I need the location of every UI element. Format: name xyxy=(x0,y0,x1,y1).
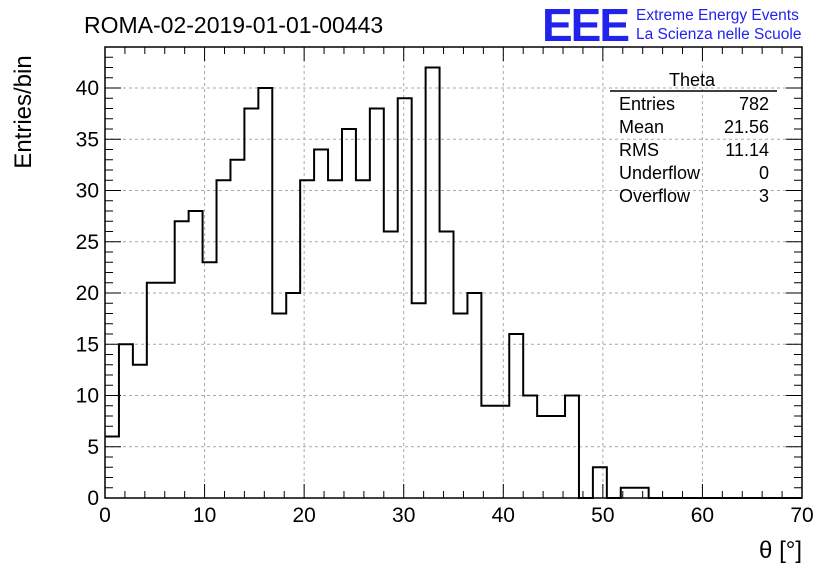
y-tick-label: 25 xyxy=(76,231,99,254)
stats-value-mean: 21.56 xyxy=(724,117,769,137)
stats-label-underflow: Underflow xyxy=(619,163,701,183)
x-tick-label: 20 xyxy=(292,504,315,527)
stats-value-overflow: 3 xyxy=(759,186,769,206)
stats-label-rms: RMS xyxy=(619,140,659,160)
stats-title: Theta xyxy=(669,70,716,90)
logo-line-1: Extreme Energy Events xyxy=(636,7,799,24)
x-tick-label: 70 xyxy=(790,504,813,527)
y-tick-label: 0 xyxy=(87,487,99,510)
x-tick-labels: 0 10 20 30 40 50 60 70 xyxy=(99,504,814,527)
y-axis-label: Entries/bin xyxy=(10,55,37,168)
stats-value-underflow: 0 xyxy=(759,163,769,183)
histogram-series xyxy=(105,66,802,499)
x-tick-label: 60 xyxy=(691,504,714,527)
x-tick-label: 30 xyxy=(392,504,415,527)
y-tick-labels: 0 5 10 15 20 25 30 35 40 xyxy=(76,77,99,510)
y-tick-label: 20 xyxy=(76,282,99,305)
y-tick-label: 10 xyxy=(76,385,99,408)
stats-label-entries: Entries xyxy=(619,94,675,114)
x-tick-label: 50 xyxy=(591,504,614,527)
x-tick-label: 10 xyxy=(193,504,216,527)
stats-value-entries: 782 xyxy=(739,94,769,114)
logo-letters: EEE xyxy=(542,0,628,51)
y-tick-label: 15 xyxy=(76,333,99,356)
stats-label-mean: Mean xyxy=(619,117,664,137)
x-tick-label: 0 xyxy=(99,504,111,527)
y-tick-label: 40 xyxy=(76,77,99,100)
logo-line-2: La Scienza nelle Scuole xyxy=(636,26,801,43)
x-tick-label: 40 xyxy=(492,504,515,527)
y-tick-label: 30 xyxy=(76,180,99,203)
axis-ticks xyxy=(104,47,803,499)
stats-value-rms: 11.14 xyxy=(725,140,769,160)
y-tick-label: 35 xyxy=(76,128,99,151)
stats-box: Theta Entries 782 Mean 21.56 RMS 11.14 U… xyxy=(610,70,777,206)
chart-title: ROMA-02-2019-01-01-00443 xyxy=(84,12,383,38)
y-tick-label: 5 xyxy=(87,436,99,459)
x-axis-label: θ [°] xyxy=(759,537,802,564)
stats-label-overflow: Overflow xyxy=(619,186,691,206)
eee-logo: EEE Extreme Energy Events La Scienza nel… xyxy=(542,0,801,51)
